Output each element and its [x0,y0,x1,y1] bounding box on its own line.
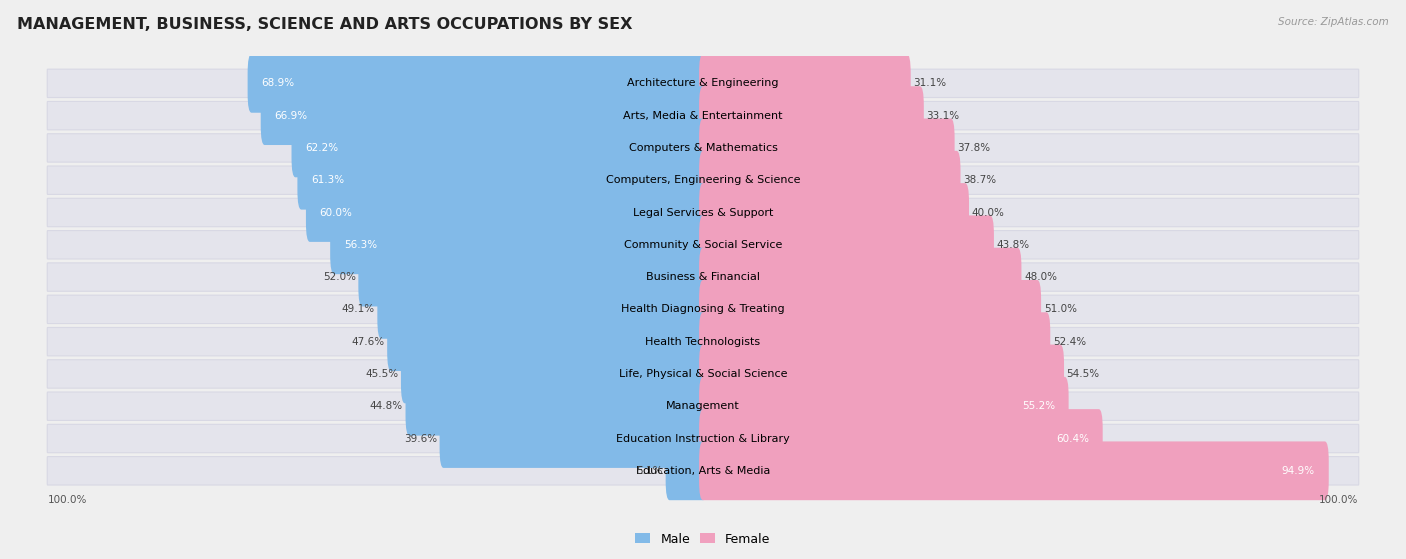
Text: 44.8%: 44.8% [370,401,404,411]
Text: Computers & Mathematics: Computers & Mathematics [628,143,778,153]
FancyBboxPatch shape [699,183,969,242]
FancyBboxPatch shape [291,119,707,177]
Text: 60.0%: 60.0% [319,207,353,217]
FancyBboxPatch shape [48,134,1358,162]
FancyBboxPatch shape [298,151,707,210]
Text: Source: ZipAtlas.com: Source: ZipAtlas.com [1278,17,1389,27]
FancyBboxPatch shape [699,54,911,113]
Text: 47.6%: 47.6% [352,337,385,347]
Text: 55.2%: 55.2% [1022,401,1054,411]
Text: 48.0%: 48.0% [1024,272,1057,282]
Text: 51.0%: 51.0% [1043,304,1077,314]
FancyBboxPatch shape [48,360,1358,388]
FancyBboxPatch shape [699,409,1102,468]
Text: 54.5%: 54.5% [1067,369,1099,379]
Text: Education, Arts & Media: Education, Arts & Media [636,466,770,476]
FancyBboxPatch shape [699,151,960,210]
Text: 66.9%: 66.9% [274,111,308,121]
Text: 100.0%: 100.0% [48,495,87,505]
Legend: Male, Female: Male, Female [630,528,776,551]
Text: 33.1%: 33.1% [927,111,959,121]
FancyBboxPatch shape [48,101,1358,130]
Text: Architecture & Engineering: Architecture & Engineering [627,78,779,88]
FancyBboxPatch shape [405,377,707,435]
Text: 39.6%: 39.6% [404,434,437,443]
Text: 38.7%: 38.7% [963,175,997,185]
FancyBboxPatch shape [330,215,707,274]
Text: 94.9%: 94.9% [1282,466,1315,476]
Text: 49.1%: 49.1% [342,304,375,314]
Text: Health Diagnosing & Treating: Health Diagnosing & Treating [621,304,785,314]
Text: 61.3%: 61.3% [311,175,344,185]
FancyBboxPatch shape [699,86,924,145]
Text: Management: Management [666,401,740,411]
FancyBboxPatch shape [48,295,1358,324]
FancyBboxPatch shape [401,344,707,404]
Text: 40.0%: 40.0% [972,207,1004,217]
Text: 56.3%: 56.3% [344,240,377,250]
FancyBboxPatch shape [665,442,707,500]
FancyBboxPatch shape [699,119,955,177]
Text: Business & Financial: Business & Financial [645,272,761,282]
FancyBboxPatch shape [247,54,707,113]
FancyBboxPatch shape [48,424,1358,453]
Text: 31.1%: 31.1% [914,78,946,88]
Text: 60.4%: 60.4% [1056,434,1088,443]
Text: 52.0%: 52.0% [323,272,356,282]
FancyBboxPatch shape [48,230,1358,259]
FancyBboxPatch shape [48,198,1358,227]
Text: 43.8%: 43.8% [997,240,1029,250]
FancyBboxPatch shape [387,312,707,371]
Text: 52.4%: 52.4% [1053,337,1085,347]
Text: Education Instruction & Library: Education Instruction & Library [616,434,790,443]
FancyBboxPatch shape [260,86,707,145]
FancyBboxPatch shape [48,392,1358,420]
Text: MANAGEMENT, BUSINESS, SCIENCE AND ARTS OCCUPATIONS BY SEX: MANAGEMENT, BUSINESS, SCIENCE AND ARTS O… [17,17,633,32]
Text: Life, Physical & Social Science: Life, Physical & Social Science [619,369,787,379]
FancyBboxPatch shape [48,457,1358,485]
Text: Legal Services & Support: Legal Services & Support [633,207,773,217]
FancyBboxPatch shape [699,377,1069,435]
FancyBboxPatch shape [307,183,707,242]
Text: 100.0%: 100.0% [1319,495,1358,505]
FancyBboxPatch shape [48,166,1358,195]
FancyBboxPatch shape [48,328,1358,356]
Text: 68.9%: 68.9% [262,78,294,88]
Text: Arts, Media & Entertainment: Arts, Media & Entertainment [623,111,783,121]
FancyBboxPatch shape [359,248,707,306]
Text: Community & Social Service: Community & Social Service [624,240,782,250]
FancyBboxPatch shape [699,280,1040,339]
FancyBboxPatch shape [48,263,1358,291]
Text: 62.2%: 62.2% [305,143,339,153]
FancyBboxPatch shape [699,442,1329,500]
FancyBboxPatch shape [699,248,1021,306]
Text: Computers, Engineering & Science: Computers, Engineering & Science [606,175,800,185]
Text: Health Technologists: Health Technologists [645,337,761,347]
FancyBboxPatch shape [699,312,1050,371]
FancyBboxPatch shape [699,215,994,274]
FancyBboxPatch shape [377,280,707,339]
FancyBboxPatch shape [48,69,1358,98]
Text: 37.8%: 37.8% [957,143,990,153]
FancyBboxPatch shape [699,344,1064,404]
Text: 5.1%: 5.1% [637,466,664,476]
FancyBboxPatch shape [440,409,707,468]
Text: 45.5%: 45.5% [366,369,398,379]
